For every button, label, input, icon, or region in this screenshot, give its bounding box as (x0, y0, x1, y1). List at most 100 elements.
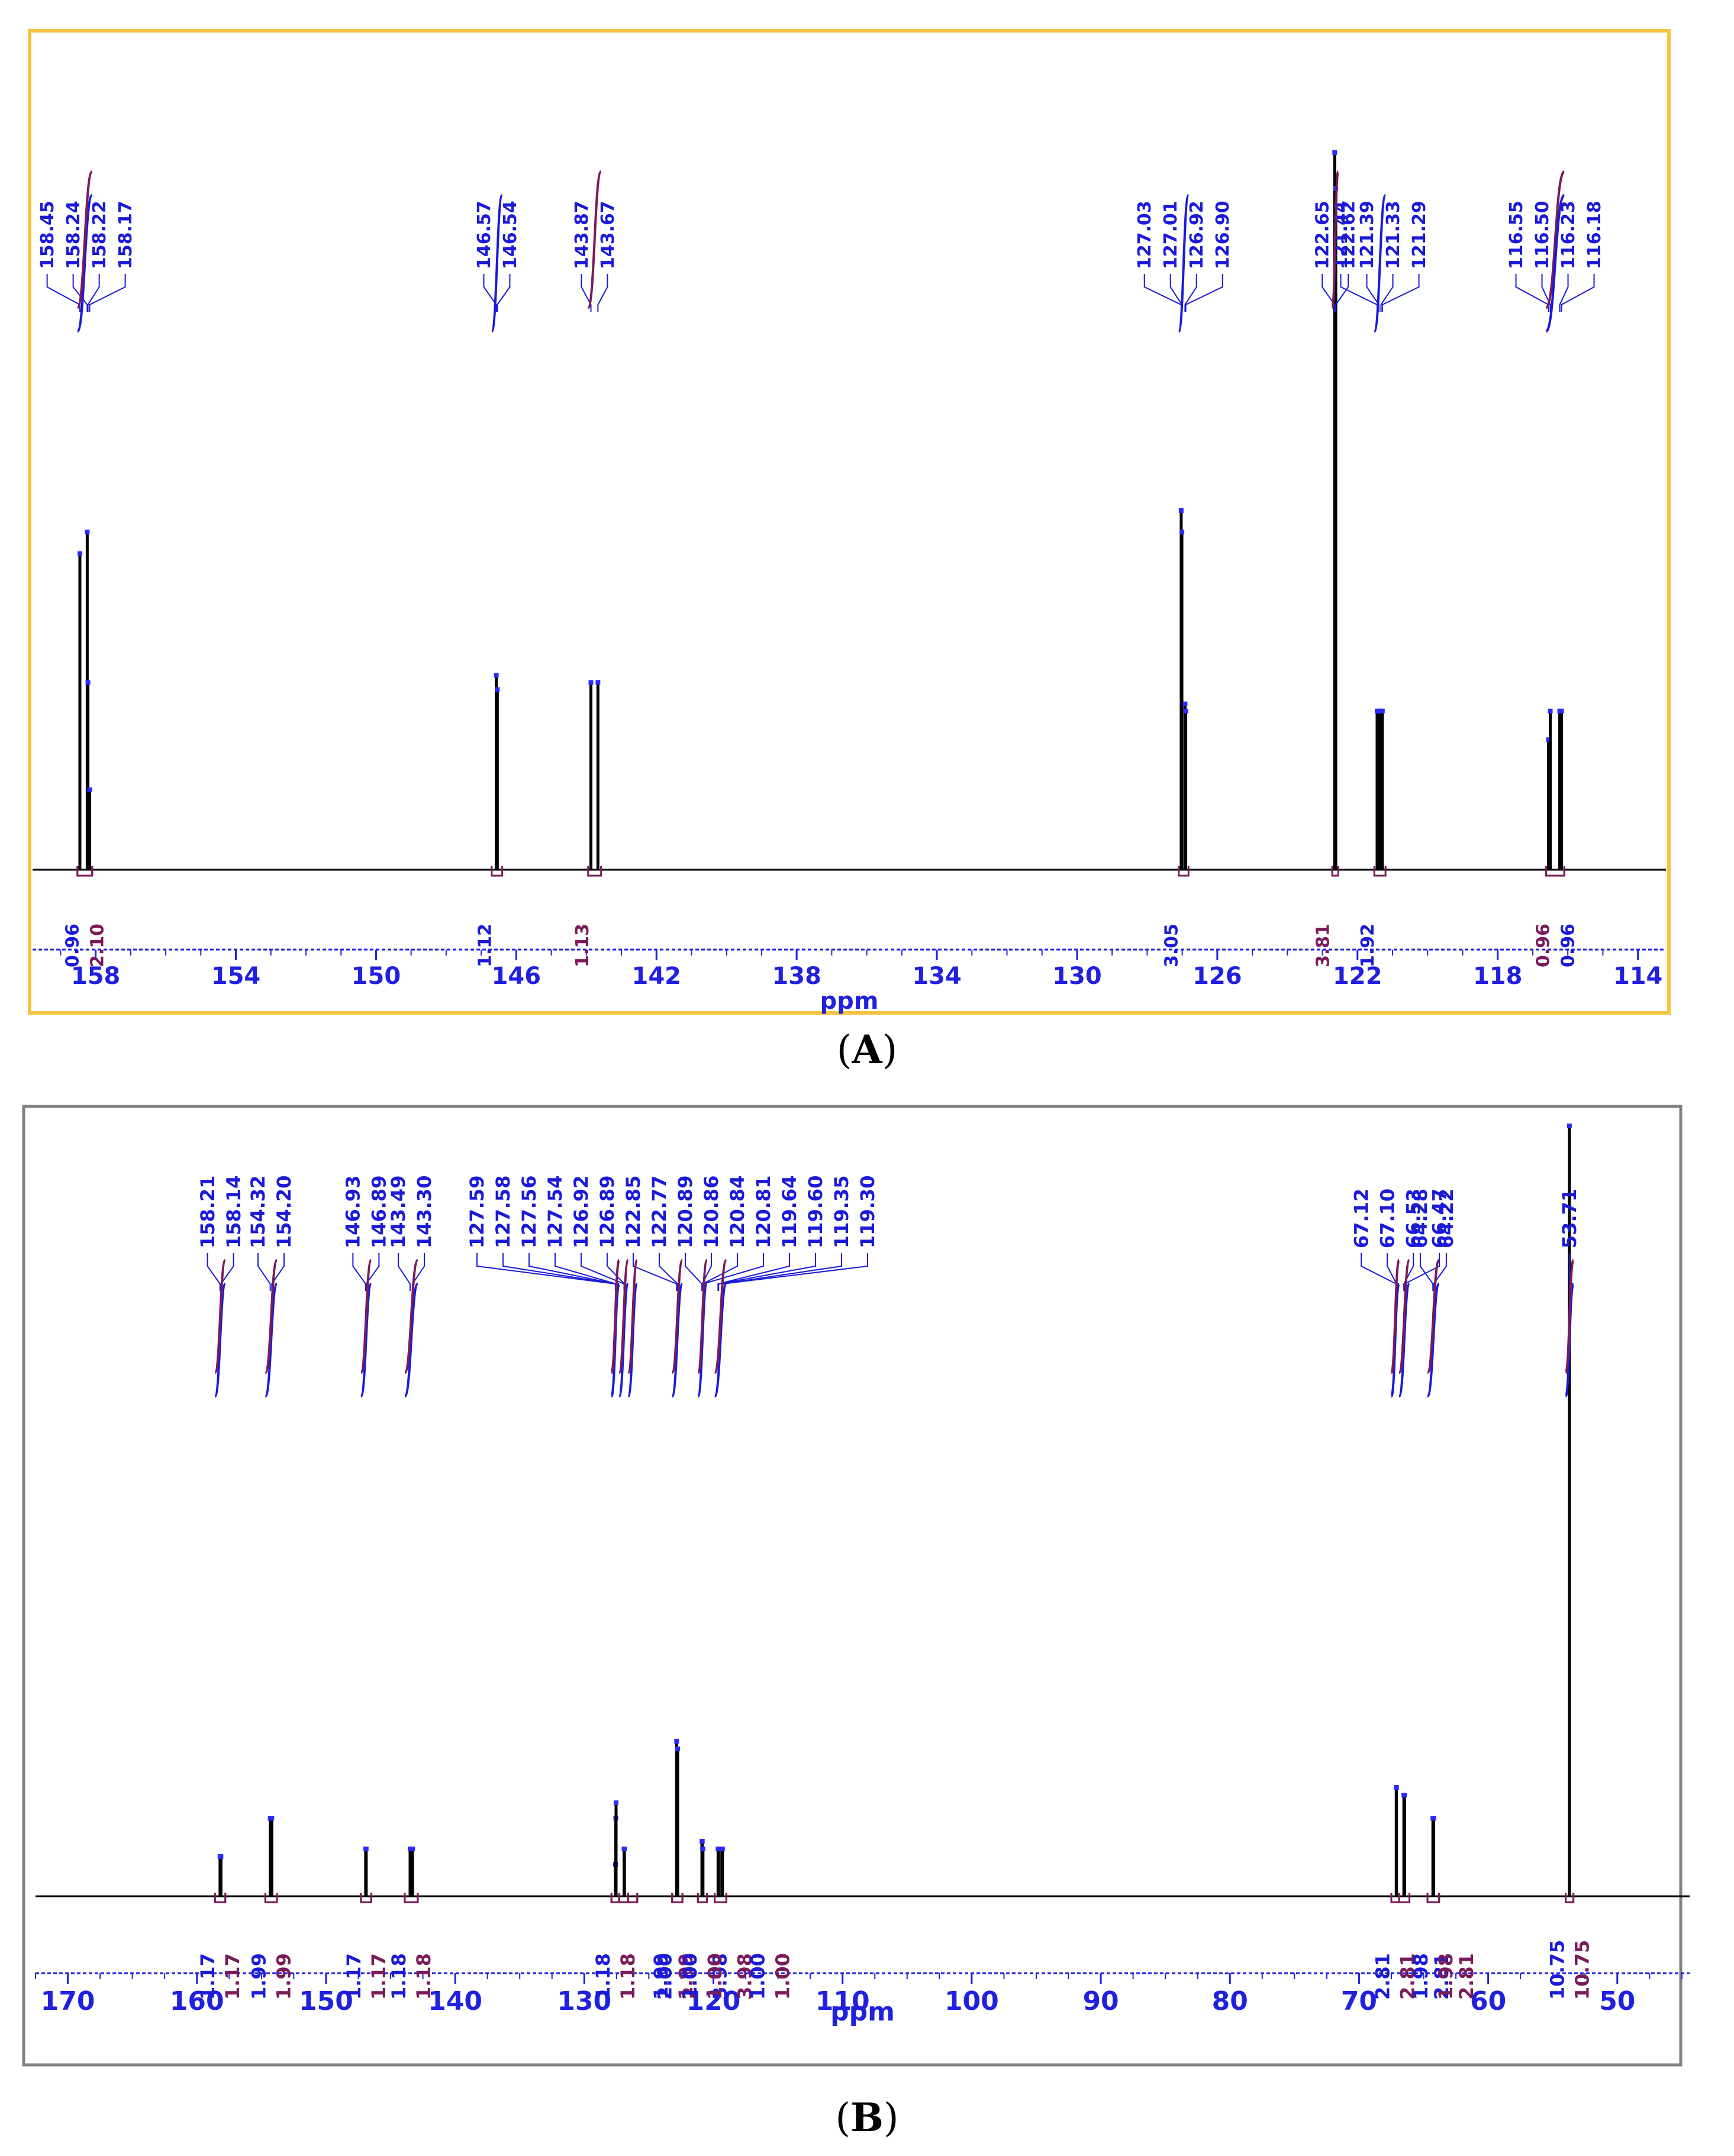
peak-shift-label: 126.92 (570, 1176, 592, 1248)
x-axis-tick-label: 118 (1473, 963, 1523, 990)
peak-shift-label: 121.33 (1383, 201, 1404, 269)
x-axis-tick-label: 110 (816, 1986, 870, 2016)
integral-value-label: 1.12 (475, 924, 495, 967)
spectrum-peak-tip (269, 1816, 275, 1821)
caption-b: (B) (835, 2094, 899, 2141)
peak-label-connector (1184, 274, 1197, 312)
peak-label-connector (365, 1253, 380, 1291)
x-axis-tick-label: 140 (428, 1986, 482, 2016)
peak-shift-label: 120.84 (726, 1176, 749, 1248)
x-axis-tick-label: 150 (352, 963, 401, 990)
peak-label-connector (581, 274, 592, 312)
peak-shift-label: 146.57 (474, 201, 495, 269)
peak-label-connector (1380, 274, 1394, 312)
integral-curve (264, 1283, 278, 1397)
integral-value-label: 2.10 (88, 924, 108, 967)
peak-label-connector (1561, 274, 1595, 312)
integral-curve (697, 1259, 708, 1374)
peak-label-connector (1381, 274, 1420, 312)
peak-shift-label: 122.62 (1339, 201, 1359, 269)
peak-shift-label: 120.81 (752, 1176, 775, 1248)
integral-value-label: 1.92 (1358, 924, 1378, 967)
integral-curve (1426, 1283, 1440, 1397)
integral-value-label: 3.98 (708, 1953, 731, 2000)
x-axis-tick-label: 70 (1341, 1986, 1377, 2016)
caption-a: (A) (836, 1027, 898, 1073)
integral-value-label: 2.00 (679, 1953, 701, 2000)
peak-label-connector (89, 274, 126, 312)
spectrum-peak-tip (1332, 150, 1337, 155)
integral-value-label: 10.75 (1546, 1940, 1568, 2000)
integral-value-label: 1.00 (679, 1953, 701, 2000)
integral-bracket (404, 1893, 419, 1903)
peak-shift-label: 126.90 (1213, 201, 1233, 269)
peak-shift-label: 143.49 (387, 1176, 410, 1248)
peak-shift-label: 116.50 (1532, 201, 1553, 269)
x-axis-tick-label: 130 (557, 1986, 611, 2016)
peak-shift-label: 64.22 (1435, 1189, 1458, 1248)
peak-shift-label: 122.77 (648, 1176, 671, 1248)
integral-bracket (1373, 866, 1387, 877)
x-axis-tick-label: 100 (945, 1986, 999, 2016)
peak-label-connector (717, 1253, 790, 1291)
integral-value-label: 3.05 (1162, 924, 1182, 967)
integral-curve (76, 194, 94, 333)
spectrum-peak-tip (85, 530, 90, 535)
peak-label-connector (1185, 274, 1223, 312)
peak-label-connector (1433, 1253, 1447, 1291)
peak-label-connector (1387, 1253, 1397, 1291)
peak-shift-label: 154.20 (273, 1176, 295, 1248)
integral-bracket (627, 1893, 639, 1903)
spectrum-peak-tip (622, 1847, 627, 1851)
peak-shift-label: 116.23 (1558, 201, 1579, 269)
integral-bracket (587, 866, 602, 877)
spectrum-peak-tip (1431, 1816, 1436, 1821)
peak-shift-label: 67.10 (1376, 1189, 1398, 1248)
integral-curve (671, 1259, 684, 1374)
x-axis-tick-label: 50 (1599, 1986, 1635, 2016)
peak-shift-label: 119.64 (778, 1176, 801, 1248)
peak-label-connector (207, 1253, 221, 1291)
integral-bracket (1178, 866, 1190, 877)
peak-shift-label: 120.89 (674, 1176, 697, 1248)
peak-shift-label: 127.01 (1161, 201, 1181, 269)
integral-bracket (1426, 1893, 1440, 1903)
peak-shift-label: 121.39 (1357, 201, 1378, 269)
peak-shift-label: 66.53 (1402, 1189, 1424, 1248)
integral-value-label: 1.17 (343, 1953, 365, 2000)
integral-bracket (1331, 866, 1339, 877)
integral-curve (618, 1259, 630, 1374)
peak-label-connector (1322, 274, 1336, 312)
integral-curve (1177, 194, 1190, 333)
x-axis-tick-label: 154 (211, 963, 261, 990)
x-axis-tick-label: 120 (686, 1986, 741, 2016)
integral-curve (404, 1283, 419, 1397)
integral-value-label: 1.99 (675, 1953, 697, 2000)
peak-label-connector (1340, 274, 1378, 312)
x-axis-tick-label: 60 (1470, 1986, 1506, 2016)
peak-shift-label: 158.17 (115, 201, 136, 269)
integral-curve (490, 194, 504, 333)
peak-label-connector (87, 274, 100, 312)
integral-value-label: 1.17 (368, 1953, 390, 2000)
caption-a-letter: A (852, 1027, 882, 1073)
integral-value-label: 2.81 (1430, 1953, 1453, 2000)
peak-shift-label: 126.89 (596, 1176, 618, 1248)
peak-shift-label: 127.58 (492, 1176, 514, 1248)
integral-value-label: 2.81 (1397, 1953, 1419, 2000)
spectrum-peak-tip (87, 787, 92, 792)
caption-b-letter: B (850, 2094, 884, 2141)
integral-value-label: 0.96 (63, 924, 83, 967)
peak-label-connector (1541, 274, 1551, 312)
peak-shift-label: 119.30 (856, 1176, 879, 1248)
x-axis-tick-label: 134 (912, 963, 962, 990)
peak-label-connector (1143, 274, 1182, 312)
peak-shift-label: 127.56 (518, 1176, 540, 1248)
spectrum-a: 158 154 150 146 142 138 134 130 126 122 118 114 ppm 1… (28, 29, 1671, 1015)
peak-label-connector (1335, 274, 1349, 312)
peak-label-connector (46, 274, 80, 312)
integral-value-label: 1.00 (704, 1953, 726, 2000)
integral-curve (627, 1259, 639, 1374)
peak-shift-label: 126.92 (1187, 201, 1207, 269)
peak-label-connector (398, 1253, 411, 1291)
